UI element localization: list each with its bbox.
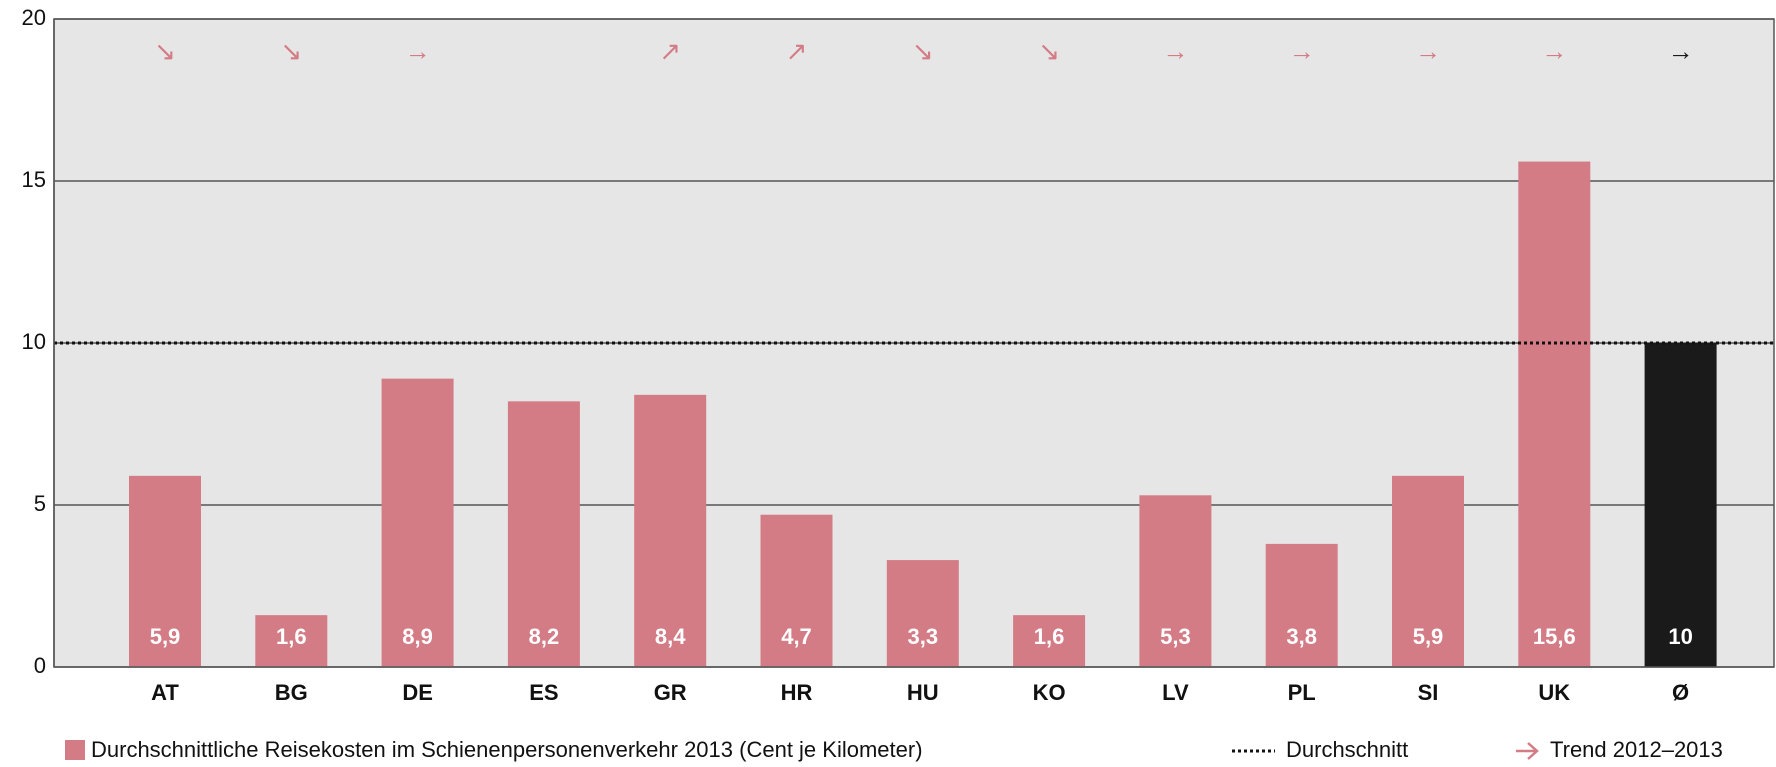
bar xyxy=(381,378,454,667)
y-tick-label: 0 xyxy=(34,653,46,678)
trend-arrow: → xyxy=(1415,36,1441,66)
x-tick-label: DE xyxy=(402,680,433,705)
x-tick-label: GR xyxy=(654,680,687,705)
bar xyxy=(507,401,580,667)
bar xyxy=(634,394,707,667)
y-tick-label: 5 xyxy=(34,491,46,516)
legend-label: Durchschnittliche Reisekosten im Schiene… xyxy=(91,737,923,762)
y-tick-label: 10 xyxy=(22,329,46,354)
trend-arrow: ↗ xyxy=(659,36,681,66)
x-tick-label: BG xyxy=(275,680,308,705)
legend-swatch xyxy=(65,740,85,760)
bar xyxy=(255,615,328,667)
value-label: 5,3 xyxy=(1160,624,1191,649)
legend-trend-arrow xyxy=(1516,742,1539,760)
value-label: 5,9 xyxy=(1413,624,1444,649)
value-label: 5,9 xyxy=(150,624,181,649)
x-tick-label: PL xyxy=(1288,680,1316,705)
trend-arrow: → xyxy=(1541,36,1567,66)
value-label: 10 xyxy=(1668,624,1692,649)
x-tick-label: HR xyxy=(781,680,813,705)
trend-arrow: → xyxy=(1668,36,1694,66)
x-tick-label: HU xyxy=(907,680,939,705)
x-tick-label: LV xyxy=(1162,680,1189,705)
value-label: 3,8 xyxy=(1286,624,1317,649)
value-label: 1,6 xyxy=(276,624,307,649)
plot-border xyxy=(53,18,1775,668)
x-tick-label: ES xyxy=(529,680,558,705)
bar xyxy=(760,514,833,667)
y-tick-label: 20 xyxy=(22,5,46,30)
bar xyxy=(1013,615,1086,667)
x-tick-label: KO xyxy=(1033,680,1066,705)
trend-arrow: ↘ xyxy=(1038,36,1060,66)
trend-arrow: ↘ xyxy=(912,36,934,66)
trend-arrow: → xyxy=(1289,36,1315,66)
x-tick-label: AT xyxy=(151,680,179,705)
value-label: 15,6 xyxy=(1533,624,1576,649)
legend-label: Trend 2012–2013 xyxy=(1550,737,1723,762)
value-label: 1,6 xyxy=(1034,624,1065,649)
x-tick-label: Ø xyxy=(1672,680,1689,705)
value-label: 8,4 xyxy=(655,624,686,649)
trend-arrow: → xyxy=(405,36,431,66)
value-label: 4,7 xyxy=(781,624,812,649)
bar xyxy=(129,475,201,667)
value-label: 8,2 xyxy=(529,624,560,649)
bar xyxy=(1644,343,1717,667)
value-label: 8,9 xyxy=(402,624,433,649)
trend-arrow: ↘ xyxy=(280,36,302,66)
trend-arrow: ↘ xyxy=(154,36,176,66)
trend-arrow: ↗ xyxy=(786,36,808,66)
bar xyxy=(1265,543,1338,667)
y-tick-label: 15 xyxy=(22,167,46,192)
x-tick-label: SI xyxy=(1418,680,1439,705)
value-label: 3,3 xyxy=(908,624,939,649)
legend-label: Durchschnitt xyxy=(1286,737,1408,762)
bar xyxy=(886,560,959,667)
bar xyxy=(1392,475,1464,667)
x-tick-label: UK xyxy=(1538,680,1570,705)
bar xyxy=(1518,161,1591,667)
bar xyxy=(1139,495,1212,667)
trend-arrow: → xyxy=(1162,36,1188,66)
